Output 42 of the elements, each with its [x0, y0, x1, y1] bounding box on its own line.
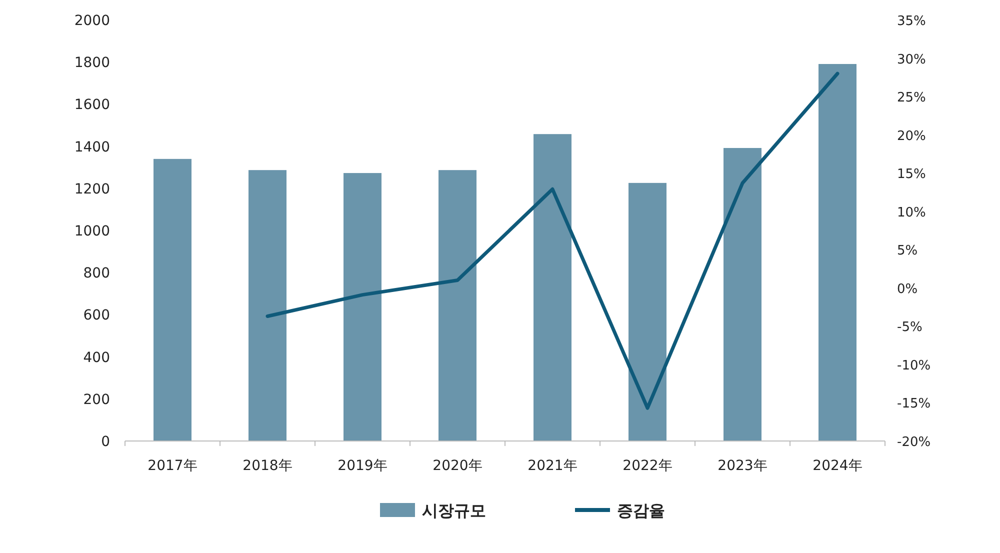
bar	[344, 173, 382, 441]
x-tick-label: 2018年	[242, 458, 292, 474]
y2-tick-label: 20%	[897, 128, 926, 144]
y-tick-label: 800	[83, 266, 110, 282]
y2-tick-label: -10%	[897, 358, 931, 374]
bar	[724, 148, 762, 441]
y2-tick-label: -15%	[897, 396, 931, 412]
x-tick-label: 2022年	[622, 458, 672, 474]
bar	[534, 134, 572, 441]
bar	[154, 158, 192, 441]
y2-tick-label: 0%	[897, 282, 918, 297]
y2-tick-label: 15%	[897, 167, 926, 182]
y2-tick-label: 25%	[897, 90, 926, 106]
y-tick-label: 2000	[74, 13, 110, 29]
y2-tick-label: 5%	[897, 244, 918, 259]
y2-tick-label: 30%	[897, 52, 926, 68]
y-tick-label: 1400	[74, 139, 110, 156]
y-tick-label: 1800	[74, 55, 110, 72]
y-tick-label: 200	[83, 392, 110, 408]
bar	[818, 64, 856, 441]
x-tick-label: 2023年	[718, 458, 768, 474]
line-series	[266, 72, 840, 410]
y2-tick-label: -20%	[897, 435, 931, 450]
y-tick-label: 1000	[74, 224, 110, 240]
legend-label: 시장규모	[422, 501, 486, 520]
bar	[628, 182, 666, 441]
x-tick-label: 2017年	[148, 458, 198, 474]
x-tick-label: 2019年	[338, 458, 388, 474]
y-tick-label: 400	[83, 350, 110, 366]
x-tick-label: 2020年	[432, 458, 482, 474]
y2-tick-label: -5%	[897, 320, 922, 336]
bar	[248, 170, 286, 441]
y2-tick-label: 35%	[897, 14, 926, 29]
y-tick-label: 1200	[74, 181, 110, 198]
y-tick-label: 0	[101, 434, 110, 450]
y-tick-label: 600	[83, 308, 110, 324]
bar	[438, 170, 476, 441]
x-tick-label: 2024年	[812, 458, 862, 474]
y2-tick-label: 10%	[897, 205, 926, 220]
legend-label: 증감율	[617, 501, 665, 520]
y-tick-label: 1600	[74, 97, 110, 114]
x-tick-label: 2021年	[528, 458, 578, 474]
